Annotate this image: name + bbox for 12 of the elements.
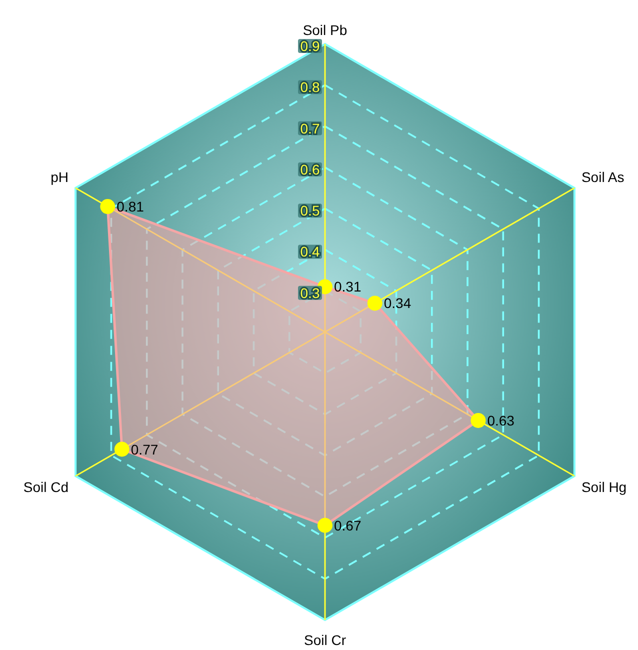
data-label: 0.67 xyxy=(334,517,362,534)
spoke-label: Soil Pb xyxy=(302,22,348,38)
spoke-label: Soil Cr xyxy=(304,632,346,648)
spoke-label: pH xyxy=(50,169,69,185)
data-label: 0.81 xyxy=(116,198,144,215)
spoke-label: Soil Hg xyxy=(581,479,627,495)
data-label: 0.34 xyxy=(384,295,412,312)
spoke-label: Soil As xyxy=(581,169,624,185)
data-label: 0.31 xyxy=(334,278,362,295)
data-label: 0.77 xyxy=(130,441,158,458)
spoke-label: Soil Cd xyxy=(23,479,69,495)
data-label: 0.63 xyxy=(487,412,515,428)
